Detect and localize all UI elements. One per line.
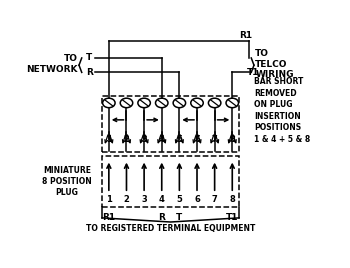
Text: T1: T1 [247,68,260,77]
Text: 1: 1 [106,195,112,204]
Text: BAR SHORT
REMOVED
ON PLUG
INSERTION
POSITIONS
1 & 4 + 5 & 8: BAR SHORT REMOVED ON PLUG INSERTION POSI… [254,77,310,144]
Text: 3: 3 [141,135,147,144]
Text: T1: T1 [226,213,238,222]
Bar [102,156,239,207]
Text: MINIATURE
8 POSITION
PLUG: MINIATURE 8 POSITION PLUG [42,166,92,197]
Text: 4: 4 [159,135,165,144]
Text: 7: 7 [212,195,217,204]
Text: 4: 4 [159,195,165,204]
Text: 3: 3 [141,195,147,204]
Text: 1: 1 [106,135,112,144]
Text: 7: 7 [212,135,217,144]
Text: R1: R1 [102,213,116,222]
Text: 8: 8 [229,135,235,144]
Text: R: R [86,68,92,77]
Text: R1: R1 [239,31,252,40]
Text: TO
NETWORK: TO NETWORK [26,54,78,74]
Text: 8: 8 [229,195,235,204]
Text: 5: 5 [176,135,182,144]
Text: 2: 2 [124,135,130,144]
Text: 6: 6 [194,195,200,204]
Text: TO
TELCO
WIRING: TO TELCO WIRING [256,49,294,79]
Text: 5: 5 [176,195,182,204]
Text: T: T [176,213,182,222]
Text: T: T [86,53,92,62]
Text: 6: 6 [194,135,200,144]
Text: TO REGISTERED TERMINAL EQUIPMENT: TO REGISTERED TERMINAL EQUIPMENT [86,224,255,233]
Text: 2: 2 [124,195,130,204]
Bar [102,96,239,152]
Text: R: R [158,213,165,222]
